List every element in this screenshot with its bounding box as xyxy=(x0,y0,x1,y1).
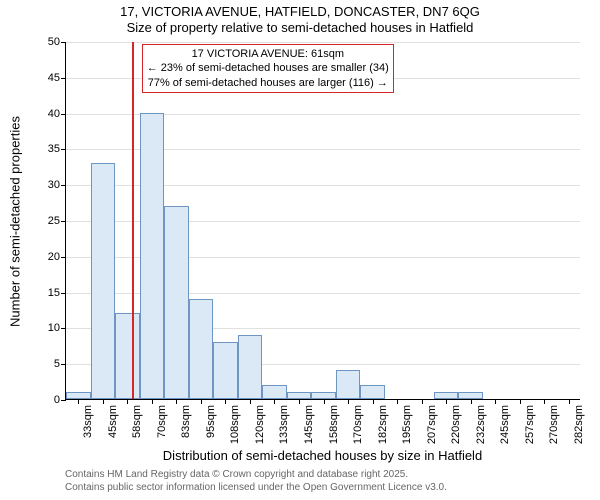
xtick-label: 170sqm xyxy=(352,405,364,444)
ytick-label: 35 xyxy=(48,143,66,155)
histogram-bar xyxy=(458,392,483,399)
ytick-label: 15 xyxy=(48,287,66,299)
xtick-label: 133sqm xyxy=(278,405,290,444)
histogram-bar xyxy=(140,113,165,399)
xtick-mark xyxy=(152,399,153,404)
xtick-label: 270sqm xyxy=(548,405,560,444)
xtick-mark xyxy=(569,399,570,404)
plot-area: 0510152025303540455033sqm45sqm58sqm70sqm… xyxy=(65,42,580,400)
annotation-line-3: 77% of semi-detached houses are larger (… xyxy=(147,76,389,90)
ytick-label: 25 xyxy=(48,215,66,227)
x-axis-label: Distribution of semi-detached houses by … xyxy=(65,448,580,463)
xtick-mark xyxy=(201,399,202,404)
xtick-mark xyxy=(176,399,177,404)
xtick-label: 282sqm xyxy=(573,405,585,444)
xtick-mark xyxy=(274,399,275,404)
xtick-label: 182sqm xyxy=(377,405,389,444)
histogram-bar xyxy=(189,299,214,399)
xtick-label: 158sqm xyxy=(328,405,340,444)
xtick-label: 45sqm xyxy=(107,405,119,438)
reference-line xyxy=(132,42,134,399)
histogram-bar xyxy=(434,392,459,399)
xtick-label: 207sqm xyxy=(426,405,438,444)
xtick-mark xyxy=(225,399,226,404)
xtick-mark xyxy=(127,399,128,404)
ytick-label: 0 xyxy=(54,394,66,406)
xtick-label: 245sqm xyxy=(499,405,511,444)
y-axis-label: Number of semi-detached properties xyxy=(8,112,23,332)
histogram-bar xyxy=(238,335,263,399)
xtick-label: 120sqm xyxy=(254,405,266,444)
footer-line-2: Contains public sector information licen… xyxy=(65,481,447,494)
xtick-mark xyxy=(446,399,447,404)
ytick-label: 20 xyxy=(48,251,66,263)
xtick-mark xyxy=(103,399,104,404)
xtick-label: 33sqm xyxy=(82,405,94,438)
title-line-1: 17, VICTORIA AVENUE, HATFIELD, DONCASTER… xyxy=(0,4,600,19)
xtick-label: 70sqm xyxy=(156,405,168,438)
histogram-bar xyxy=(262,385,287,399)
histogram-bar xyxy=(213,342,238,399)
xtick-mark xyxy=(324,399,325,404)
xtick-label: 95sqm xyxy=(205,405,217,438)
annotation-line-2: ← 23% of semi-detached houses are smalle… xyxy=(147,61,389,75)
xtick-label: 58sqm xyxy=(131,405,143,438)
xtick-mark xyxy=(544,399,545,404)
xtick-mark xyxy=(299,399,300,404)
histogram-bar xyxy=(336,370,361,399)
xtick-label: 232sqm xyxy=(475,405,487,444)
histogram-bar xyxy=(164,206,189,399)
footer-line-1: Contains HM Land Registry data © Crown c… xyxy=(65,468,447,481)
histogram-bar xyxy=(360,385,385,399)
xtick-mark xyxy=(373,399,374,404)
title-line-2: Size of property relative to semi-detach… xyxy=(0,20,600,35)
ytick-label: 10 xyxy=(48,322,66,334)
gridline xyxy=(66,42,580,43)
annotation-line-1: 17 VICTORIA AVENUE: 61sqm xyxy=(147,47,389,61)
histogram-bar xyxy=(91,163,116,399)
xtick-label: 83sqm xyxy=(180,405,192,438)
ytick-label: 45 xyxy=(48,72,66,84)
ytick-label: 50 xyxy=(48,36,66,48)
ytick-label: 30 xyxy=(48,179,66,191)
xtick-label: 257sqm xyxy=(524,405,536,444)
histogram-bar xyxy=(311,392,336,399)
ytick-label: 40 xyxy=(48,108,66,120)
xtick-label: 220sqm xyxy=(450,405,462,444)
xtick-label: 108sqm xyxy=(229,405,241,444)
xtick-label: 145sqm xyxy=(303,405,315,444)
histogram-bar xyxy=(115,313,140,399)
xtick-mark xyxy=(78,399,79,404)
histogram-bar xyxy=(287,392,312,399)
annotation-box: 17 VICTORIA AVENUE: 61sqm← 23% of semi-d… xyxy=(142,44,394,93)
chart-container: 17, VICTORIA AVENUE, HATFIELD, DONCASTER… xyxy=(0,0,600,500)
xtick-mark xyxy=(250,399,251,404)
xtick-mark xyxy=(495,399,496,404)
xtick-mark xyxy=(422,399,423,404)
xtick-label: 195sqm xyxy=(401,405,413,444)
histogram-bar xyxy=(66,392,91,399)
xtick-mark xyxy=(520,399,521,404)
xtick-mark xyxy=(397,399,398,404)
xtick-mark xyxy=(348,399,349,404)
xtick-mark xyxy=(471,399,472,404)
ytick-label: 5 xyxy=(54,358,66,370)
